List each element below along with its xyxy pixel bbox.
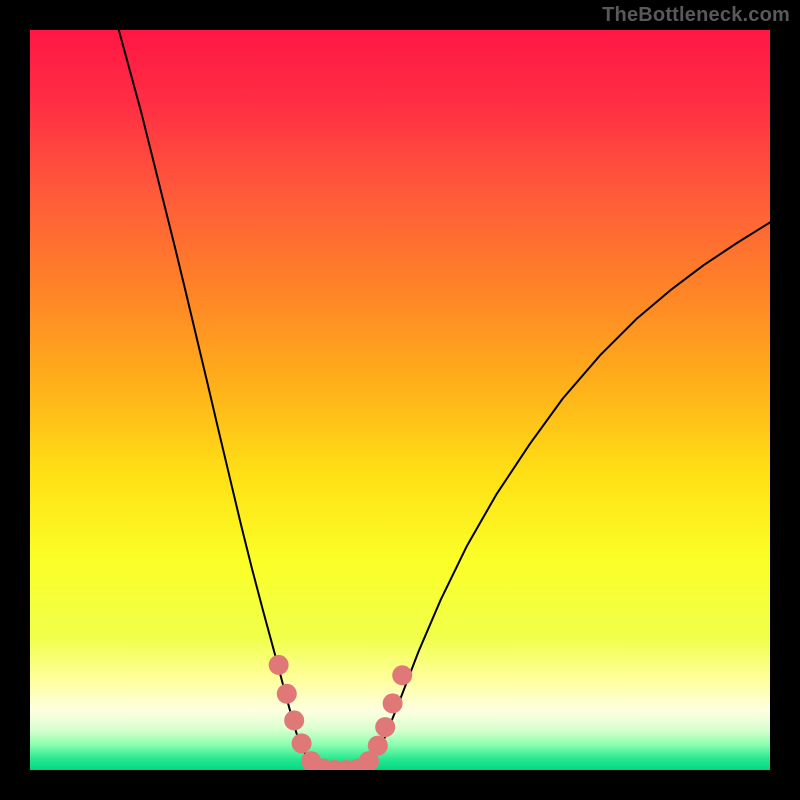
highlight-dot xyxy=(368,736,388,756)
highlight-dot xyxy=(269,655,289,675)
highlight-dot xyxy=(292,733,312,753)
chart-svg xyxy=(30,30,770,770)
highlight-dot xyxy=(277,684,297,704)
highlight-dot xyxy=(375,717,395,737)
highlight-dot xyxy=(383,693,403,713)
plot-area xyxy=(30,30,770,770)
highlight-dot xyxy=(284,710,304,730)
highlight-dot xyxy=(392,665,412,685)
chart-frame: TheBottleneck.com xyxy=(0,0,800,800)
gradient-background xyxy=(30,30,770,770)
watermark-text: TheBottleneck.com xyxy=(602,4,790,27)
